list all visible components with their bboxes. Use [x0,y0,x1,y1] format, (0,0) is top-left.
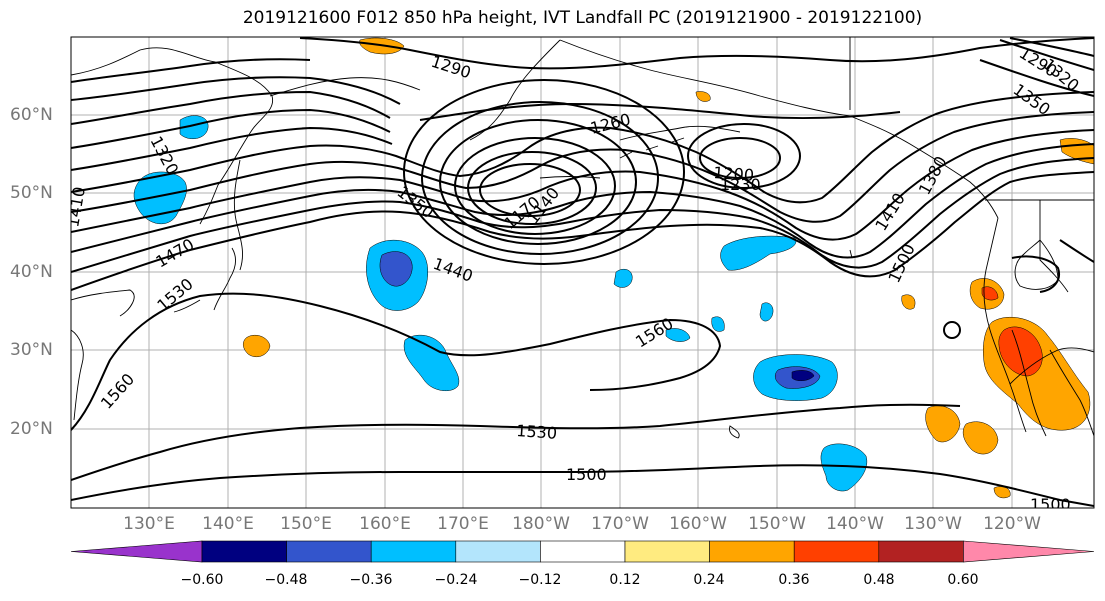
ivt-negative-patch [711,316,725,332]
colorbar-extend-high [963,540,1095,563]
lon-label: 170°W [591,514,649,534]
colorbar-tick-label: 0.12 [609,572,641,588]
ivt-negative-patch [720,235,797,271]
colorbar-segment [878,540,964,563]
ivt-negative-patch [820,443,868,492]
contour-label: 1500 [1030,495,1071,514]
lon-label: 140°W [826,514,884,534]
colorbar-segment [286,540,372,563]
contour-label: 1200 [713,163,755,185]
colorbar-tick-label: 0.24 [693,572,725,588]
height-contours [71,37,1094,507]
contour-label: 1500 [566,465,607,484]
colorbar-tick-label: −0.48 [264,572,308,588]
lon-label: 140°E [202,514,254,534]
colorbar-tick-label: 0.60 [947,572,979,588]
ivt-negative-patch [665,328,691,342]
colorbar-tick-label: 0.36 [778,572,810,588]
lon-label: 170°E [437,514,489,534]
lon-label: 160°E [359,514,411,534]
map-title: 2019121600 F012 850 hPa height, IVT Land… [242,8,923,28]
lat-label: 30°N [10,340,53,360]
ivt-positive-patch [695,91,711,102]
lat-label: 50°N [10,183,53,203]
lon-label: 120°W [983,514,1041,534]
colorbar-extend-low [70,540,203,563]
colorbar-segment [793,540,880,563]
colorbar-segment [709,540,795,563]
lon-label: 150°W [748,514,806,534]
colorbar-segment [201,540,287,563]
lon-label: 160°W [669,514,727,534]
ivt-negative-patch [791,370,815,381]
contour-label: 1230 [720,175,761,194]
plot-frame [70,36,1095,509]
contour-label: 1530 [516,421,558,443]
colorbar-tick-label: 0.48 [863,572,895,588]
ivt-negative-patch [179,115,209,140]
lon-label: 130°E [123,514,175,534]
colorbar-tick-label: −0.60 [180,572,224,588]
colorbar-tick-label: −0.12 [518,572,562,588]
lon-label: 180°W [512,514,570,534]
lat-label: 60°N [10,105,53,125]
colorbar-segment [624,540,710,563]
colorbar-segment [540,540,626,563]
lon-label: 130°W [904,514,962,534]
colorbar-segment [370,540,457,563]
colorbar-tick-label: −0.24 [434,572,478,588]
ivt-negative-patch [759,302,774,322]
ivt-negative-patch [379,251,413,287]
ivt-positive-patch [998,326,1043,377]
colorbar-tick-label: −0.36 [349,572,393,588]
colorbar-segment [455,540,541,563]
ivt-negative-patch [403,334,460,392]
ivt-shading [133,37,1094,499]
ivt-positive-patch [243,335,271,357]
ivt-positive-patch [901,294,916,310]
ivt-negative-patch [613,269,633,288]
coastlines [71,37,1094,439]
colorbar [70,540,1095,563]
ivt-positive-patch [925,405,961,443]
lat-label: 20°N [10,419,53,439]
ivt-positive-patch [962,421,999,455]
lon-label: 150°E [280,514,332,534]
lat-label: 40°N [10,262,53,282]
